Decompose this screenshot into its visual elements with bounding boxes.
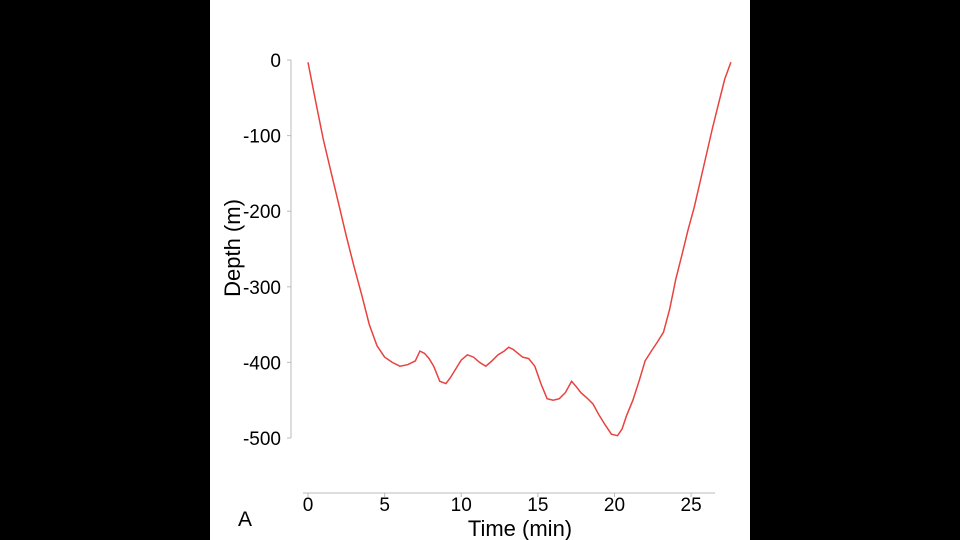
chart-panel: 0 -100 -200 -300 -400 -500 0 5 10 15 20 25 Depth (… bbox=[210, 0, 750, 540]
y-tick-label: -100 bbox=[243, 127, 281, 148]
panel-label: A bbox=[238, 508, 252, 531]
y-tick-label: -200 bbox=[243, 202, 281, 223]
y-axis-title: Depth (m) bbox=[220, 199, 245, 297]
depth-time-chart: 0 -100 -200 -300 -400 -500 0 5 10 15 20 25 Depth (… bbox=[220, 51, 732, 540]
y-tick-label: -500 bbox=[243, 429, 281, 450]
x-ticks: 0 5 10 15 20 25 bbox=[303, 493, 702, 516]
y-tick-label: -400 bbox=[243, 353, 281, 374]
y-tick-label: 0 bbox=[270, 51, 281, 72]
y-ticks: 0 -100 -200 -300 -400 -500 bbox=[243, 51, 291, 450]
x-tick-label: 10 bbox=[451, 495, 472, 516]
x-axis-title: Time (min) bbox=[468, 516, 572, 540]
x-tick-label: 15 bbox=[527, 495, 548, 516]
axes bbox=[290, 60, 715, 494]
depth-series-line bbox=[307, 62, 732, 437]
y-tick-label: -300 bbox=[243, 278, 281, 299]
x-tick-label: 25 bbox=[681, 495, 702, 516]
x-tick-label: 20 bbox=[604, 495, 625, 516]
x-tick-label: 0 bbox=[303, 495, 314, 516]
x-tick-label: 5 bbox=[379, 495, 390, 516]
